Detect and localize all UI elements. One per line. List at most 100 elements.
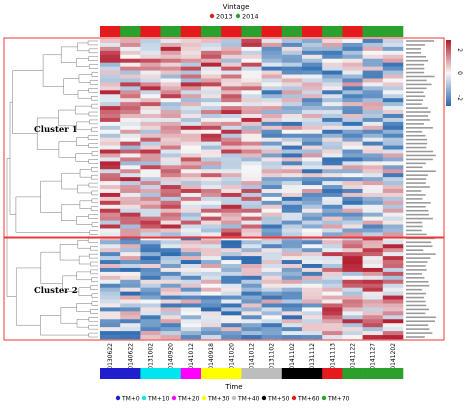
dendrogram-branch — [87, 135, 98, 140]
heatmap-cell — [362, 129, 384, 135]
heatmap-cell — [201, 70, 222, 75]
heatmap-cell — [322, 189, 343, 194]
heatmap-cell — [160, 303, 182, 308]
cluster-1-box — [3, 37, 445, 238]
heatmap-cell — [140, 90, 161, 95]
heatmap-cell — [382, 240, 404, 245]
heatmap-cell — [261, 291, 283, 296]
heatmap-cell — [221, 279, 242, 285]
heatmap-cell — [362, 145, 384, 150]
heatmap-cell — [322, 117, 343, 123]
row-label-mark — [406, 324, 429, 326]
heatmap-cell — [140, 161, 161, 166]
heatmap-cell — [302, 192, 323, 198]
heatmap-cell — [140, 46, 161, 52]
heatmap-cell — [241, 39, 262, 44]
heatmap-cell — [160, 287, 182, 292]
heatmap-cell — [201, 153, 222, 158]
heatmap-cell — [120, 299, 141, 304]
heatmap-cell — [322, 46, 343, 52]
heatmap-cell — [261, 58, 283, 63]
heatmap-cell — [120, 264, 141, 269]
heatmap-cell — [281, 196, 303, 202]
heatmap-cell — [241, 70, 262, 75]
heatmap-cell — [362, 307, 384, 312]
dendrogram-branch — [90, 261, 98, 267]
heatmap-cell — [120, 165, 141, 170]
heatmap-cell — [261, 62, 283, 67]
heatmap-cell — [281, 62, 303, 67]
heatmap-cell — [160, 114, 182, 119]
heatmap-cell — [221, 125, 242, 131]
heatmap-cell — [100, 240, 121, 245]
heatmap-cell — [362, 102, 384, 107]
heatmap-cell — [281, 74, 303, 79]
heatmap-cell — [221, 256, 242, 261]
heatmap-cell — [241, 323, 262, 328]
heatmap-cell — [221, 216, 242, 221]
heatmap-cell — [221, 335, 242, 340]
heatmap-cell — [261, 295, 283, 300]
heatmap-cell — [342, 275, 363, 281]
heatmap-cell — [261, 70, 283, 75]
heatmap-cell — [120, 42, 141, 48]
vintage-2013-label: 2013 — [216, 13, 233, 21]
heatmap-cell — [221, 169, 242, 174]
heatmap-cell — [382, 295, 404, 300]
heatmap-cell — [342, 102, 363, 107]
heatmap-cell — [221, 42, 242, 48]
heatmap-cell — [342, 46, 363, 52]
heatmap-cell — [221, 117, 242, 123]
heatmap-cell — [160, 50, 182, 56]
heatmap-cell — [221, 133, 242, 138]
heatmap-cell — [180, 78, 202, 83]
row-label-mark — [406, 99, 424, 101]
heatmap-cell — [201, 303, 222, 308]
dendrogram-branch — [76, 319, 89, 328]
row-label-mark — [406, 170, 436, 173]
heatmap-cell — [140, 177, 161, 182]
heatmap-cell — [100, 58, 121, 63]
heatmap-cell — [261, 240, 283, 245]
heatmap-cell — [382, 50, 404, 56]
heatmap-cell — [120, 208, 141, 213]
heatmap-cell — [241, 315, 262, 320]
heatmap-cell — [342, 70, 363, 75]
heatmap-cell — [120, 315, 141, 320]
heatmap-cell — [382, 181, 404, 186]
heatmap-cell — [221, 327, 242, 332]
heatmap-cell — [322, 307, 343, 312]
heatmap-cell — [100, 267, 121, 273]
heatmap-cell — [281, 50, 303, 56]
heatmap-cell — [322, 185, 343, 190]
heatmap-cell — [221, 228, 242, 233]
heatmap-cell — [362, 216, 384, 221]
heatmap-cell — [180, 185, 202, 190]
dendrogram-branch — [88, 324, 98, 330]
heatmap-cell — [342, 264, 363, 269]
heatmap-cell — [120, 153, 141, 158]
heatmap-cell — [362, 208, 384, 213]
heatmap-cell — [221, 114, 242, 119]
heatmap-cell — [160, 74, 182, 79]
heatmap-cell — [261, 287, 283, 292]
heatmap-cell — [322, 110, 343, 115]
heatmap-cell — [160, 106, 182, 111]
dendrogram-branch — [42, 54, 64, 87]
heatmap-cell — [100, 90, 121, 95]
heatmap-cell — [180, 224, 202, 229]
heatmap-cell — [120, 169, 141, 174]
heatmap-cell — [120, 244, 141, 249]
heatmap-cell — [160, 204, 182, 210]
heatmap-cell — [180, 50, 202, 56]
heatmap-cell — [322, 256, 343, 261]
heatmap-cell — [302, 323, 323, 328]
heatmap-cell — [140, 279, 161, 285]
heatmap-cell — [160, 90, 182, 95]
heatmap-cell — [241, 189, 262, 194]
heatmap-cell — [120, 327, 141, 332]
heatmap-cell — [382, 173, 404, 178]
heatmap-cell — [382, 303, 404, 308]
heatmap-cell — [221, 165, 242, 170]
heatmap-cell — [362, 125, 384, 131]
